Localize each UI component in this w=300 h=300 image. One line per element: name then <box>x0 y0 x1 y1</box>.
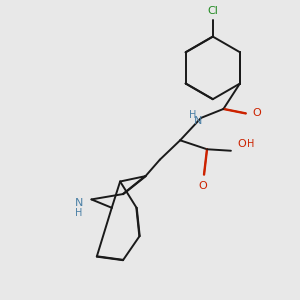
Text: N: N <box>194 116 202 127</box>
Text: O: O <box>253 108 262 118</box>
Text: Cl: Cl <box>207 6 218 16</box>
Text: N: N <box>75 198 83 208</box>
Text: H: H <box>247 139 255 149</box>
Text: O: O <box>198 181 207 191</box>
Text: H: H <box>189 110 196 120</box>
Text: O: O <box>238 139 246 149</box>
Text: H: H <box>75 208 82 218</box>
